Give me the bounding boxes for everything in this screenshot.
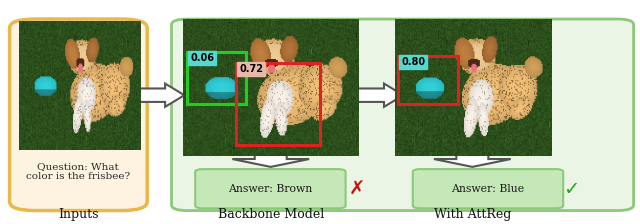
Text: ✗: ✗: [349, 180, 365, 199]
Text: Question: What
color is the frisbee?: Question: What color is the frisbee?: [26, 162, 130, 181]
Bar: [187, 52, 246, 104]
Text: Answer: Brown: Answer: Brown: [228, 184, 312, 194]
Polygon shape: [127, 84, 184, 107]
Polygon shape: [232, 144, 309, 167]
Text: 0.80: 0.80: [401, 57, 425, 67]
Text: 0.72: 0.72: [239, 64, 264, 74]
FancyBboxPatch shape: [172, 19, 634, 211]
Text: Inputs: Inputs: [58, 208, 99, 221]
Polygon shape: [346, 84, 403, 107]
Bar: [236, 63, 320, 145]
FancyBboxPatch shape: [413, 169, 563, 208]
Bar: [398, 56, 458, 104]
Text: Answer: Blue: Answer: Blue: [451, 184, 525, 194]
FancyBboxPatch shape: [195, 169, 346, 208]
Text: 0.06: 0.06: [190, 53, 214, 63]
Text: With AttReg: With AttReg: [434, 208, 511, 221]
FancyBboxPatch shape: [10, 19, 147, 211]
Polygon shape: [434, 144, 511, 167]
Text: ✓: ✓: [563, 180, 580, 199]
Text: Backbone Model: Backbone Model: [218, 208, 324, 221]
